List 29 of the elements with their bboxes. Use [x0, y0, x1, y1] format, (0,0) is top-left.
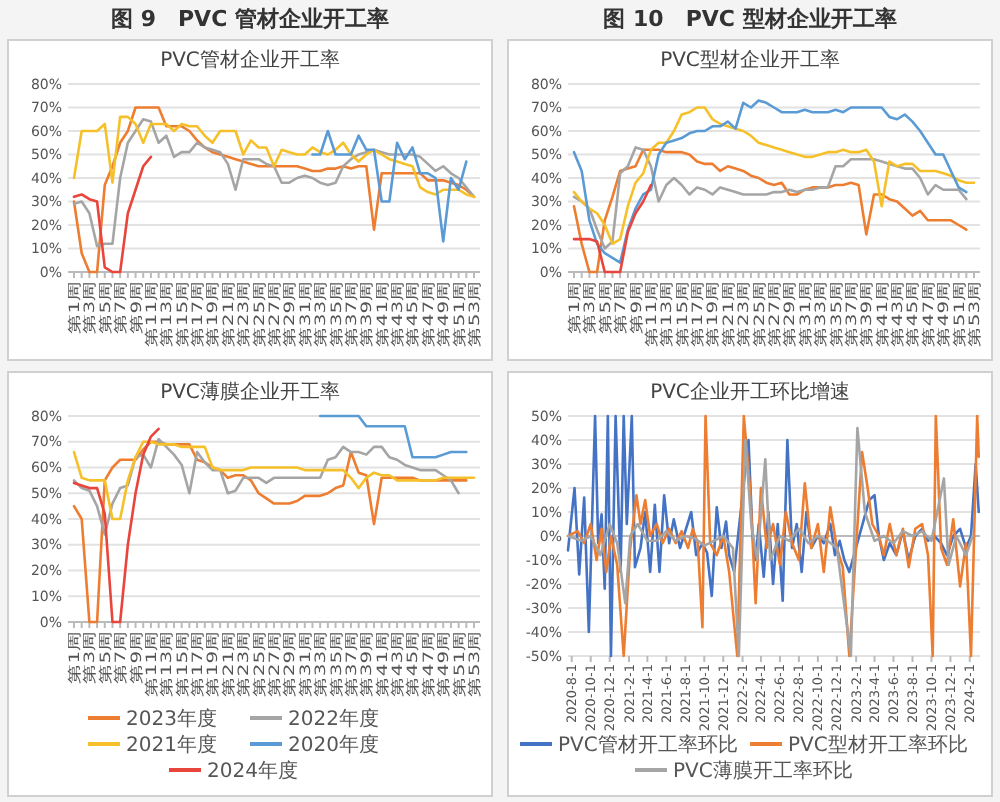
line-series	[72, 117, 476, 248]
line-series	[72, 440, 468, 624]
legend-label: 2022年度	[288, 707, 379, 731]
chart-subtitle: PVC型材企业开工率	[660, 48, 840, 72]
legend-label: PVC薄膜开工率环比	[673, 759, 853, 783]
line-series	[318, 414, 468, 459]
line-series	[72, 106, 476, 274]
line-series	[72, 437, 460, 536]
legend-label: PVC型材开工率环比	[788, 733, 968, 757]
legend-label: 2021年度	[126, 733, 217, 757]
line-series	[572, 146, 968, 250]
line-series	[311, 129, 468, 243]
legend-label: PVC管材开工率环比	[558, 733, 738, 757]
chart-title: 图 10 PVC 型材企业开工率	[603, 6, 897, 32]
chart-title: 图 9 PVC 管材企业开工率	[111, 6, 389, 32]
chart-subtitle: PVC管材企业开工率	[160, 48, 340, 72]
line-series	[572, 106, 976, 246]
line-series	[72, 155, 153, 274]
line-series	[572, 99, 968, 264]
line-series	[72, 440, 476, 521]
line-series	[572, 183, 653, 274]
line-series	[72, 115, 476, 199]
chart-title: PVC企业开工环比增速	[650, 380, 850, 404]
line-series	[572, 148, 968, 274]
line-series	[72, 427, 160, 624]
legend-label: 2020年度	[288, 733, 379, 757]
legend-label: 2023年度	[126, 707, 217, 731]
chart-title: PVC薄膜企业开工率	[160, 380, 340, 404]
legend-label: 2024年度	[207, 759, 298, 783]
